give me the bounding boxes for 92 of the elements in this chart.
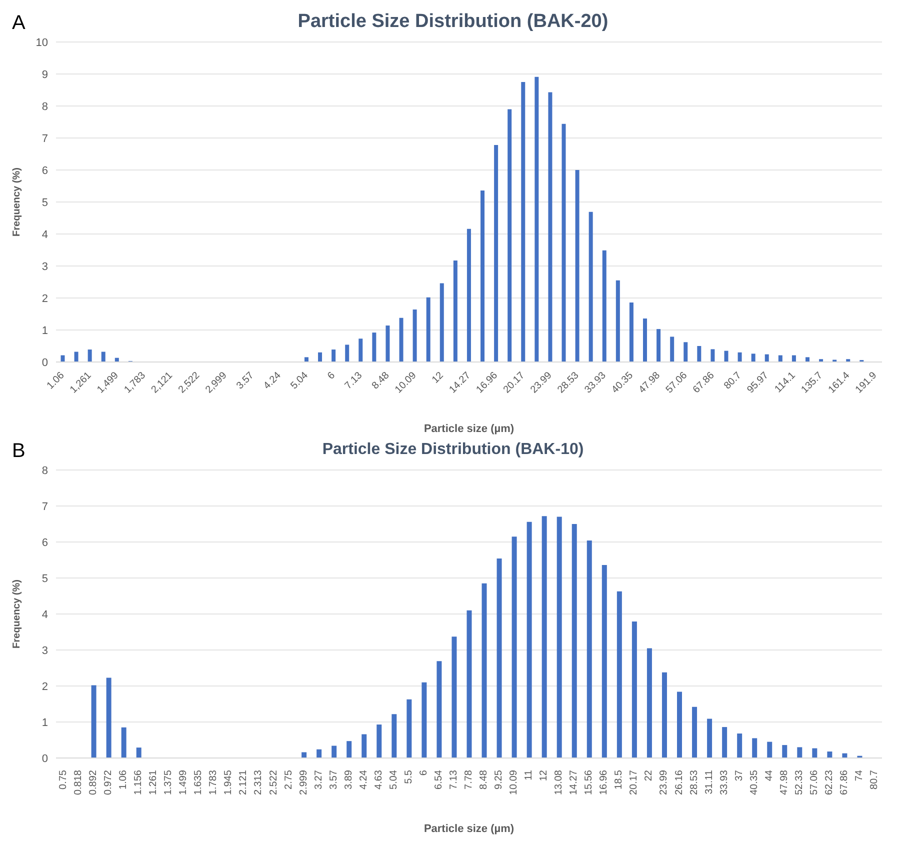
- x-tick-label: 23.99: [658, 770, 670, 796]
- x-tick-label: 3.57: [328, 770, 340, 790]
- y-tick-label: 0: [42, 752, 48, 765]
- x-tick-label: 5.04: [288, 370, 311, 392]
- x-tick-label: 80.7: [722, 370, 744, 392]
- x-tick-label: 7.78: [464, 770, 474, 790]
- y-tick-label: 10: [36, 36, 48, 49]
- x-tick-label: 44: [764, 770, 775, 782]
- x-tick-label: 28.53: [688, 770, 700, 796]
- x-tick-label: 4.63: [373, 770, 384, 790]
- x-tick-label: 16.96: [598, 770, 610, 796]
- y-tick-label: 4: [42, 228, 48, 241]
- x-tick-label: 3.27: [313, 770, 324, 790]
- x-tick-label: 3.89: [343, 770, 354, 790]
- x-tick-label: 5.04: [388, 770, 400, 790]
- x-tick-label: 0.972: [103, 770, 114, 796]
- y-tick-label: 5: [42, 572, 48, 585]
- y-tick-label: 3: [42, 644, 48, 657]
- y-tick-label: 6: [42, 164, 48, 177]
- x-tick-label: 11: [524, 770, 535, 780]
- y-axis-title: Frequency (%): [12, 168, 23, 236]
- x-tick-label: 47.98: [778, 770, 790, 796]
- x-tick-label: 7.13: [448, 770, 460, 790]
- x-tick-label: 4.24: [262, 370, 284, 392]
- y-tick-label: 1: [42, 716, 48, 729]
- y-tick-label: 2: [42, 680, 48, 693]
- x-tick-label: 3.57: [234, 370, 257, 392]
- chart-title: Particle Size Distribution (BAK-20): [298, 11, 608, 32]
- x-tick-label: 74: [854, 770, 865, 782]
- y-tick-label: 1: [42, 324, 48, 337]
- x-tick-label: 1.156: [133, 770, 144, 796]
- x-tick-label: 26.16: [674, 770, 685, 796]
- x-axis-title: Particle size (µm): [424, 423, 514, 435]
- x-tick-label: 14.27: [568, 770, 580, 796]
- x-tick-label: 6: [418, 770, 430, 776]
- x-tick-label: 13.08: [554, 770, 565, 796]
- x-axis-title: Particle size (µm): [424, 823, 514, 835]
- y-tick-label: 3: [42, 260, 48, 273]
- x-tick-label: 18.5: [614, 770, 625, 790]
- x-tick-label: 2.313: [253, 770, 264, 796]
- x-tick-label: 37: [734, 770, 745, 782]
- x-tick-label: 1.783: [208, 770, 220, 796]
- x-tick-label: 12: [538, 770, 550, 782]
- x-tick-label: 9.25: [494, 770, 505, 790]
- chart-title: Particle Size Distribution (BAK-10): [322, 441, 584, 458]
- x-tick-label: 1.499: [178, 770, 190, 796]
- y-tick-label: 0: [42, 356, 48, 369]
- x-tick-label: 0.75: [58, 770, 70, 790]
- y-axis-title: Frequency (%): [12, 580, 23, 648]
- x-tick-label: 80.7: [868, 770, 880, 790]
- x-tick-label: 0.818: [73, 770, 84, 796]
- x-tick-label: 10.09: [508, 770, 520, 796]
- x-tick-label: 40.35: [748, 770, 760, 796]
- y-tick-label: 8: [42, 464, 48, 477]
- x-tick-label: 5.5: [403, 770, 414, 784]
- x-tick-label: 2.522: [268, 770, 280, 796]
- x-tick-label: 1.261: [148, 770, 160, 796]
- x-tick-label: 1.06: [118, 770, 130, 790]
- x-tick-label: 8.48: [478, 770, 490, 790]
- x-tick-label: 2.999: [298, 770, 310, 796]
- y-tick-label: 4: [42, 608, 48, 621]
- x-tick-label: 1.375: [163, 770, 174, 796]
- x-tick-label: 8.48: [370, 370, 392, 392]
- x-tick-label: 67.86: [838, 770, 850, 796]
- x-tick-label: 12: [430, 370, 446, 386]
- x-tick-label: 2.75: [283, 770, 294, 790]
- x-tick-label: 57.06: [808, 770, 820, 796]
- x-tick-label: 52.33: [794, 770, 805, 796]
- x-tick-label: 31.11: [704, 770, 715, 794]
- y-tick-label: 9: [42, 68, 48, 81]
- y-tick-label: 7: [42, 500, 48, 513]
- x-tick-label: 7.13: [343, 370, 365, 392]
- x-tick-label: 0.892: [88, 770, 100, 796]
- y-tick-label: 8: [42, 100, 48, 113]
- text: A: [12, 12, 26, 35]
- x-tick-label: 22: [644, 770, 655, 782]
- x-tick-label: 1.945: [223, 770, 234, 796]
- y-tick-label: 2: [42, 292, 48, 305]
- x-tick-label: 15.56: [584, 770, 595, 796]
- x-tick-label: 20.17: [628, 770, 640, 796]
- y-tick-label: 5: [42, 196, 48, 209]
- x-tick-label: 6.54: [433, 770, 444, 790]
- x-tick-label: 4.24: [358, 770, 370, 790]
- y-tick-label: 6: [42, 536, 48, 549]
- x-tick-label: 33.93: [718, 770, 730, 796]
- text: B: [12, 440, 26, 463]
- x-tick-label: 2.121: [238, 770, 250, 796]
- x-tick-label: 1.06: [45, 370, 67, 392]
- x-tick-label: 1.635: [193, 770, 204, 796]
- y-tick-label: 7: [42, 132, 48, 145]
- x-tick-label: 62.23: [824, 770, 835, 796]
- x-tick-label: 6: [326, 370, 338, 382]
